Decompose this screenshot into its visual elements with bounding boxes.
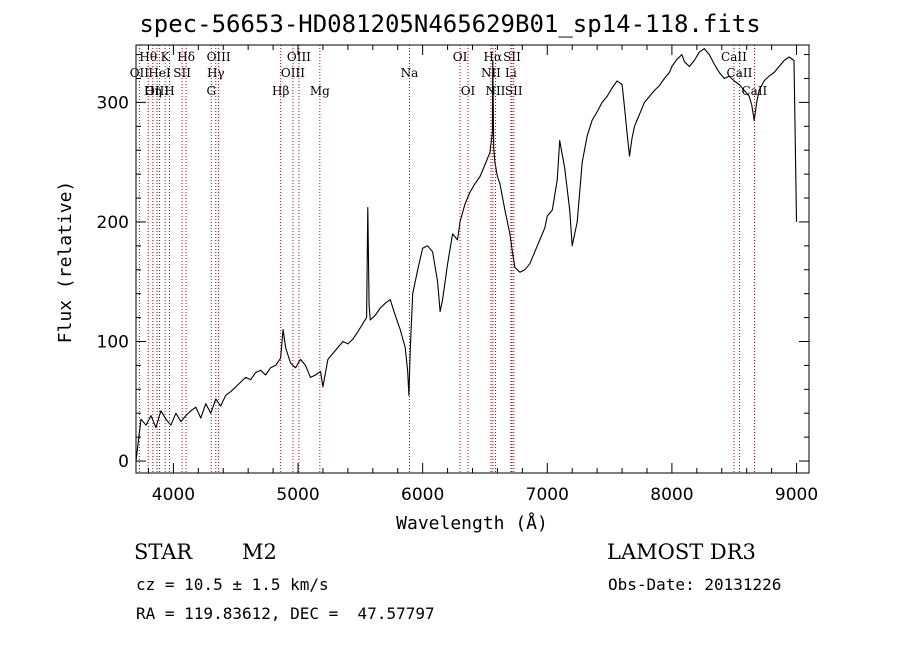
line-label-20: NII	[481, 66, 501, 80]
line-label-3: Hη	[144, 84, 162, 98]
line-label-7: H	[164, 84, 174, 98]
x-axis-ticks: 4000 5000 6000 7000 8000 9000	[152, 45, 818, 505]
line-label-14: OIII	[281, 66, 305, 80]
line-label-19: Hα	[484, 50, 503, 64]
y-tick-label-0: 0	[118, 452, 129, 472]
line-label-9: OIII	[207, 50, 231, 64]
line-label-21: NII	[485, 84, 505, 98]
observation-date: Obs-Date: 20131226	[608, 575, 782, 594]
x-tick-label-0: 4000	[152, 485, 195, 505]
line-label-17: OI	[453, 50, 468, 64]
spectrum-line	[135, 48, 798, 462]
line-label-10: Hγ	[207, 66, 225, 80]
chart-title: spec-56653-HD081205N465629B01_sp14-118.f…	[139, 10, 761, 38]
line-label-4: HeI	[148, 66, 171, 80]
line-label-18: OI	[461, 84, 476, 98]
line-label-5: K	[161, 50, 171, 64]
emission-line-markers	[138, 45, 755, 473]
y-tick-label-1: 100	[97, 332, 129, 352]
line-label-24: SII	[505, 84, 523, 98]
y-axis-label: Flux (relative)	[55, 181, 76, 344]
line-label-0: Hθ	[139, 50, 157, 64]
line-label-12: Hβ	[272, 84, 289, 98]
line-label-2: OIII	[145, 84, 169, 98]
y-axis-ticks: 0 100 200 300	[97, 93, 809, 472]
y-tick-label-3: 300	[97, 93, 129, 113]
line-label-8: Hδ	[177, 50, 195, 64]
x-axis-label: Wavelength (Å)	[396, 512, 548, 534]
line-label-11: G	[206, 84, 216, 98]
line-label-16: Na	[401, 66, 419, 80]
y-tick-label-2: 200	[97, 213, 129, 233]
line-label-13: OIII	[287, 50, 311, 64]
redshift-value: cz = 10.5 ± 1.5 km/s	[136, 575, 329, 594]
line-label-6: SII	[173, 66, 191, 80]
object-subclass: M2	[242, 540, 277, 564]
survey-name: LAMOST DR3	[607, 540, 756, 564]
minor-ticks	[136, 45, 809, 473]
x-tick-label-5: 9000	[775, 485, 818, 505]
line-label-15: Mg	[310, 84, 330, 98]
plot-frame	[135, 44, 810, 474]
line-label-1: OII	[130, 66, 150, 80]
x-tick-label-2: 6000	[401, 485, 444, 505]
line-label-25: CaII	[721, 50, 747, 64]
ra-dec-coordinates: RA = 119.83612, DEC = 47.57797	[136, 604, 435, 623]
x-tick-label-3: 7000	[526, 485, 569, 505]
line-label-26: CaII	[727, 66, 753, 80]
object-class: STAR	[134, 540, 193, 564]
line-label-22: SII	[503, 50, 521, 64]
x-tick-label-4: 8000	[650, 485, 693, 505]
line-label-23: Li	[505, 66, 517, 80]
x-tick-label-1: 5000	[276, 485, 319, 505]
